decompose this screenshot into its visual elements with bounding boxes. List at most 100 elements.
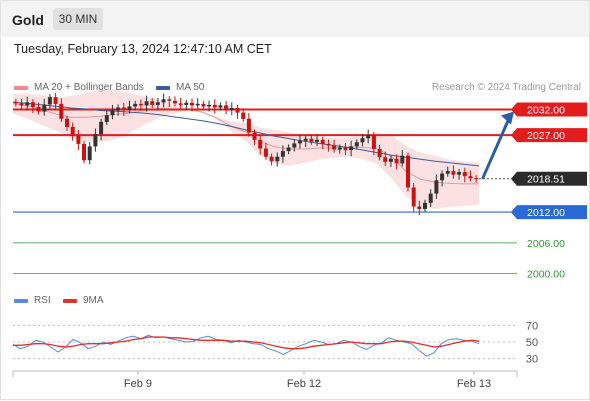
candle-body: [275, 156, 280, 162]
candle-body: [121, 107, 126, 111]
candle-body: [400, 155, 405, 164]
candle-body: [423, 202, 427, 209]
level-tag-2032-00: 2032.00: [527, 105, 565, 117]
candle-body: [212, 104, 217, 108]
candle-body: [116, 107, 121, 111]
candle-body: [195, 103, 200, 106]
candle-body: [252, 132, 257, 140]
level-tag-2012-00: 2012.00: [527, 207, 565, 219]
candle-body: [173, 100, 177, 104]
x-tick-label: Feb 9: [124, 378, 152, 390]
candle-body: [241, 112, 246, 119]
candle-body: [138, 103, 143, 106]
chart-timestamp: Tuesday, February 13, 2024 12:47:10 AM C…: [14, 42, 272, 56]
candle-body: [343, 147, 348, 151]
legend-rsi-ma: 9MA: [63, 295, 104, 306]
candle-body: [104, 115, 109, 122]
bollinger-band: [13, 90, 479, 209]
candle-body: [406, 155, 410, 188]
candle-body: [445, 171, 450, 174]
candle-body: [47, 97, 52, 105]
level-tag-2006-00: 2006.00: [527, 238, 565, 250]
candle-body: [309, 138, 314, 142]
candle-body: [178, 103, 183, 105]
candle-body: [349, 146, 354, 150]
candle-body: [76, 135, 81, 144]
candle-body: [25, 102, 30, 106]
rsi-tick-30: 30: [526, 354, 538, 366]
candle-body: [184, 102, 189, 105]
candle-body: [161, 99, 166, 103]
research-credit: Research © 2024 Trading Central: [431, 82, 581, 93]
legend-rsi-swatch: [14, 298, 28, 303]
candle-body: [298, 140, 302, 144]
candle-body: [280, 151, 285, 157]
candle-body: [201, 103, 206, 107]
candle-body: [53, 97, 58, 104]
x-tick-label: Feb 12: [287, 378, 321, 390]
candle-body: [366, 135, 371, 139]
legend-rsi-ma-swatch: [63, 298, 77, 303]
candle-body: [87, 146, 92, 161]
legend-bollinger-label: MA 20 + Bollinger Bands: [34, 82, 144, 93]
candle-body: [190, 102, 194, 106]
candle-body: [42, 104, 47, 112]
candle-body: [383, 157, 388, 162]
candle-body: [246, 118, 251, 133]
candle-body: [36, 106, 41, 112]
candle-body: [93, 134, 98, 147]
candle-body: [258, 139, 263, 149]
candle-body: [428, 193, 433, 203]
candle-body: [371, 135, 376, 149]
candle-body: [207, 104, 212, 107]
candle-body: [30, 102, 35, 107]
rsi-tick-50: 50: [526, 337, 538, 349]
candle-body: [440, 173, 445, 181]
candle-body: [286, 147, 291, 152]
projection-arrow-head: [501, 111, 514, 125]
legend-rsi: RSI: [14, 295, 51, 306]
level-tag-2032-00-bg: [511, 102, 587, 117]
candle-body: [315, 139, 319, 142]
legend-ma50-label: MA 50: [176, 82, 205, 93]
legend-bollinger: MA 20 + Bollinger Bands: [14, 82, 144, 93]
widget-header: Gold 30 MIN: [1, 1, 589, 37]
candle-body: [417, 206, 422, 209]
projection-arrow-shaft: [481, 117, 511, 180]
level-tag-2027-00-bg: [511, 128, 587, 143]
candle-body: [229, 108, 234, 111]
candle-body: [457, 172, 462, 175]
candle-body: [167, 99, 172, 101]
candle-body: [451, 171, 456, 175]
candle-body: [434, 180, 439, 194]
candle-body: [133, 103, 138, 107]
level-tag-2018-51: 2018.51: [527, 174, 565, 186]
timeframe-badge[interactable]: 30 MIN: [53, 8, 103, 30]
candle-body: [292, 143, 297, 148]
candle-body: [218, 105, 223, 108]
candle-body: [269, 156, 274, 162]
legend-bollinger-swatch: [14, 85, 28, 90]
candle-body: [354, 142, 359, 147]
candle-body: [326, 143, 331, 146]
candle-body: [110, 110, 115, 116]
candle-body: [155, 102, 160, 105]
candle-body: [82, 143, 86, 161]
candle-body: [13, 101, 18, 104]
candle-body: [127, 106, 132, 110]
legend-rsi-ma-label: 9MA: [83, 295, 104, 306]
level-tag-2018-51-bg: [511, 171, 587, 186]
candle-body: [411, 187, 416, 207]
candle-body: [59, 103, 64, 119]
candle-body: [70, 126, 75, 136]
candle-body: [377, 149, 382, 158]
rsi-tick-70: 70: [526, 320, 538, 332]
candle-body: [462, 172, 467, 177]
candle-body: [235, 108, 240, 113]
candle-body: [332, 145, 337, 150]
candle-body: [394, 158, 399, 164]
candle-body: [144, 101, 149, 106]
candle-body: [224, 105, 229, 110]
